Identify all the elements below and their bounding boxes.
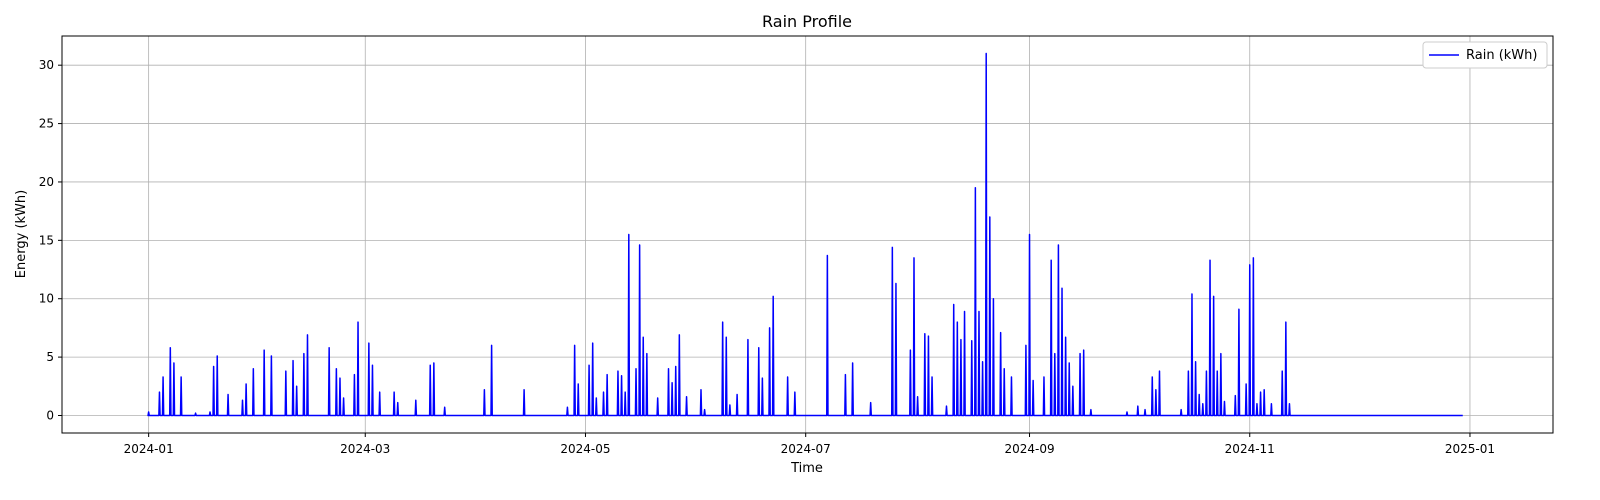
x-tick-label: 2025-01 <box>1445 442 1495 456</box>
x-axis-label: Time <box>790 461 823 476</box>
y-tick-label: 25 <box>39 117 54 131</box>
y-tick-label: 15 <box>39 233 54 247</box>
x-tick-label: 2024-09 <box>1004 442 1054 456</box>
plot-frame <box>61 35 1554 434</box>
x-tick-label: 2024-03 <box>340 442 390 456</box>
chart-title: Rain Profile <box>762 12 852 31</box>
legend-label: Rain (kWh) <box>1466 48 1537 63</box>
y-tick-label: 10 <box>39 292 54 306</box>
y-tick-label: 5 <box>46 350 54 364</box>
x-tick-label: 2024-07 <box>781 442 831 456</box>
y-tick-label: 20 <box>39 175 54 189</box>
grid <box>62 36 1553 433</box>
axis-ticks: 2024-01 2024-03 2024-05 2024-07 2024-09 2024-… <box>39 58 1495 456</box>
legend-box <box>1422 41 1548 69</box>
x-tick-label: 2024-05 <box>560 442 610 456</box>
series-layer <box>147 52 1463 417</box>
rain-series-line <box>147 52 1463 417</box>
y-axis-label: Energy (kWh) <box>14 190 29 278</box>
x-tick-label: 2024-01 <box>124 442 174 456</box>
y-tick-label: 0 <box>46 408 54 422</box>
legend: Rain (kWh) <box>1422 41 1548 69</box>
x-tick-label: 2024-11 <box>1225 442 1275 456</box>
y-tick-label: 30 <box>39 58 54 72</box>
